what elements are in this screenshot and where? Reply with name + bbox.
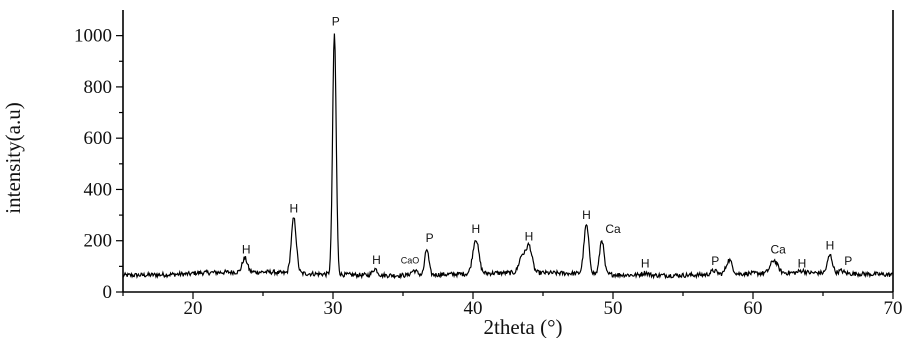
axes: 20 30 40 50 60 70 0 200 400 600 800 1000	[74, 10, 903, 319]
y-tick-label: 200	[84, 231, 113, 252]
plot-area	[122, 33, 894, 280]
x-tick-label: 20	[184, 298, 203, 319]
peak-label-h: H	[582, 208, 591, 222]
peak-label-p: P	[711, 254, 719, 268]
peak-label-h: H	[641, 257, 650, 271]
peak-label-ca: Ca	[771, 243, 787, 257]
peak-label-p: P	[426, 231, 434, 245]
x-axis-title: 2theta (°)	[484, 315, 563, 338]
y-tick-label: 800	[84, 77, 113, 98]
peak-label-cao: CaO	[401, 255, 420, 265]
peak-label-ca: Ca	[605, 222, 621, 236]
y-tick-label: 0	[103, 282, 113, 303]
y-axis-title: intensity(a.u)	[1, 102, 25, 213]
peak-label-p: P	[332, 14, 340, 28]
peak-label-h: H	[798, 257, 807, 271]
x-tick-label: 30	[324, 298, 343, 319]
x-tick-label: 70	[884, 298, 903, 319]
peak-label-h: H	[242, 243, 251, 257]
peak-label-h: H	[826, 239, 835, 253]
xrd-pattern-line	[122, 33, 894, 280]
peak-label-p: P	[844, 254, 852, 268]
x-tick-label: 60	[744, 298, 763, 319]
x-tick-label: 40	[464, 298, 483, 319]
y-tick-label: 1000	[74, 26, 112, 47]
peak-label-h: H	[525, 230, 534, 244]
y-tick-label: 600	[84, 128, 113, 149]
y-tick-label: 400	[84, 179, 113, 200]
x-tick-label: 50	[604, 298, 623, 319]
peak-label-h: H	[289, 202, 298, 216]
peak-label-h: H	[471, 222, 480, 236]
peak-label-h: H	[372, 253, 381, 267]
